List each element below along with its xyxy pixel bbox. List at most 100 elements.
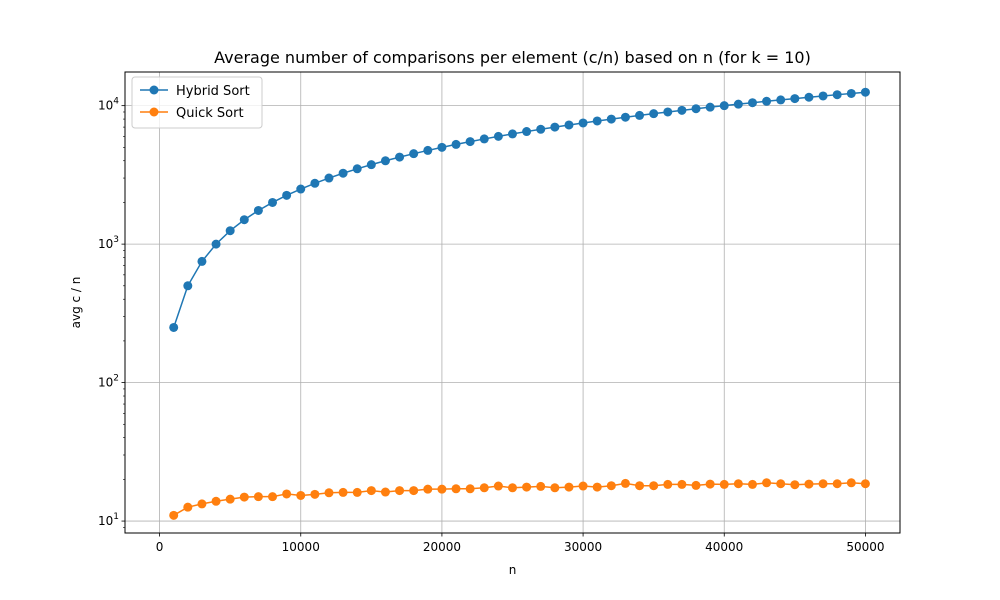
data-point <box>479 134 489 144</box>
data-point <box>747 98 757 108</box>
series-quick-sort <box>169 478 870 520</box>
x-axis-label: n <box>509 563 517 577</box>
data-point <box>296 490 306 500</box>
data-point <box>592 116 602 126</box>
legend-marker <box>149 107 159 117</box>
data-point <box>832 90 842 100</box>
plot-frame <box>124 71 901 534</box>
data-point <box>380 156 390 166</box>
data-point <box>451 139 461 149</box>
data-point <box>366 160 376 170</box>
data-point <box>691 480 701 490</box>
data-point <box>409 149 419 159</box>
y-tick-label: 104 <box>98 97 119 113</box>
data-point <box>649 481 659 491</box>
legend-label: Hybrid Sort <box>176 84 250 99</box>
x-tick-label: 30000 <box>564 540 602 554</box>
data-point <box>606 481 616 491</box>
data-point <box>733 479 743 489</box>
data-point <box>395 486 405 496</box>
data-point <box>282 190 292 200</box>
data-point <box>437 142 447 152</box>
data-point <box>719 101 729 111</box>
data-point <box>211 239 221 249</box>
data-point <box>635 110 645 120</box>
data-point <box>338 168 348 178</box>
data-point <box>663 107 673 117</box>
y-tick-label: 102 <box>98 374 119 390</box>
legend-marker <box>149 85 159 95</box>
x-tick-label: 50000 <box>846 540 884 554</box>
data-point <box>493 481 503 491</box>
data-point <box>183 502 193 512</box>
data-point <box>677 479 687 489</box>
data-point <box>677 105 687 115</box>
data-point <box>197 499 207 509</box>
series-hybrid-sort <box>169 87 870 332</box>
data-point <box>804 92 814 102</box>
data-point <box>508 129 517 139</box>
data-point <box>253 492 263 502</box>
x-tick-label: 0 <box>156 540 164 554</box>
data-point <box>423 484 433 494</box>
data-point <box>338 487 348 497</box>
data-point <box>705 102 715 112</box>
data-point <box>860 479 870 489</box>
data-point <box>578 118 588 128</box>
data-point <box>380 487 390 497</box>
data-point <box>479 483 489 493</box>
data-point <box>409 486 419 496</box>
data-point <box>465 137 475 147</box>
data-point <box>268 197 278 207</box>
data-point <box>635 481 645 491</box>
data-point <box>790 480 800 490</box>
data-point <box>352 164 362 174</box>
data-point <box>536 124 546 134</box>
data-point <box>578 481 588 491</box>
data-point <box>804 479 814 489</box>
data-point <box>197 256 207 266</box>
data-point <box>564 120 574 130</box>
data-point <box>620 478 630 488</box>
legend-item: Quick Sort <box>140 106 244 121</box>
data-point <box>366 486 376 496</box>
data-point <box>225 226 235 236</box>
data-point <box>268 492 278 502</box>
data-point <box>169 322 179 332</box>
x-tick-label: 40000 <box>705 540 743 554</box>
data-point <box>324 173 334 183</box>
data-point <box>762 96 772 106</box>
data-point <box>508 483 517 493</box>
data-point <box>776 479 786 489</box>
x-tick-label: 10000 <box>282 540 320 554</box>
data-point <box>310 489 320 499</box>
y-tick-label: 103 <box>98 235 119 251</box>
data-point <box>790 94 800 104</box>
data-point <box>225 494 235 504</box>
data-point <box>169 510 179 520</box>
y-tick-label: 101 <box>98 512 119 528</box>
data-point <box>310 178 320 188</box>
data-point <box>352 487 362 497</box>
data-point <box>860 87 870 97</box>
chart-title: Average number of comparisons per elemen… <box>214 48 811 67</box>
data-point <box>818 91 828 101</box>
data-point <box>747 479 757 489</box>
data-point <box>832 479 842 489</box>
legend-label: Quick Sort <box>176 106 244 121</box>
data-point <box>592 482 602 492</box>
data-point <box>620 112 630 122</box>
series-layer <box>169 87 870 520</box>
data-point <box>846 88 856 98</box>
data-point <box>550 483 560 493</box>
data-point <box>846 478 856 488</box>
legend-item: Hybrid Sort <box>140 84 250 99</box>
data-point <box>451 484 461 494</box>
data-point <box>296 184 306 194</box>
data-point <box>719 479 729 489</box>
data-point <box>239 215 249 225</box>
data-point <box>762 478 772 488</box>
data-point <box>818 479 828 489</box>
legend: Hybrid Sort Quick Sort <box>131 76 263 129</box>
